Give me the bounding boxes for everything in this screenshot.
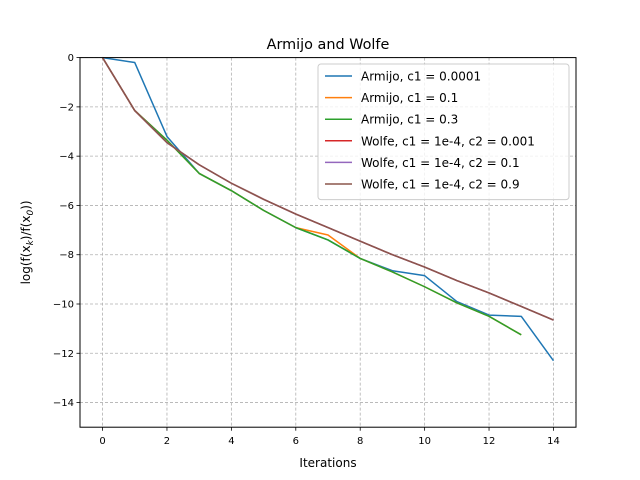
legend-label: Armijo, c1 = 0.1 xyxy=(361,91,458,105)
y-tick-label: −8 xyxy=(59,250,74,261)
y-tick-label: −14 xyxy=(53,398,74,409)
x-tick-label: 12 xyxy=(483,436,496,447)
axis-ticks: 0 2 4 6 8 10 12 14 0 −2 −4 −6 −8 −10 −12 −14 xyxy=(53,53,560,447)
x-axis-label: Iterations xyxy=(299,456,356,470)
chart-title: Armijo and Wolfe xyxy=(267,37,390,53)
y-tick-label: 0 xyxy=(68,53,74,64)
x-tick-label: 2 xyxy=(164,436,170,447)
x-tick-label: 14 xyxy=(547,436,560,447)
x-tick-label: 4 xyxy=(228,436,234,447)
y-tick-label: −2 xyxy=(59,102,74,113)
x-tick-label: 8 xyxy=(357,436,363,447)
x-tick-label: 10 xyxy=(418,436,431,447)
legend-label: Wolfe, c1 = 1e-4, c2 = 0.001 xyxy=(361,134,535,148)
legend-label: Wolfe, c1 = 1e-4, c2 = 0.9 xyxy=(361,178,520,192)
y-tick-label: −12 xyxy=(53,349,74,360)
legend-frame xyxy=(317,63,570,201)
y-tick-label: −10 xyxy=(53,300,74,311)
legend-label: Armijo, c1 = 0.0001 xyxy=(361,70,481,84)
y-axis-label: log(f(xk)/f(x0)) xyxy=(19,200,36,284)
y-tick-label: −4 xyxy=(59,152,74,163)
y-tick-label: −6 xyxy=(59,201,74,212)
legend-label: Wolfe, c1 = 1e-4, c2 = 0.1 xyxy=(361,156,520,170)
series-line-6 xyxy=(101,57,554,321)
x-tick-label: 0 xyxy=(99,436,105,447)
legend-label: Armijo, c1 = 0.3 xyxy=(361,113,458,127)
series-lines xyxy=(101,56,555,362)
x-tick-label: 6 xyxy=(293,436,299,447)
plot-area-frame xyxy=(79,57,577,428)
legend: Armijo, c1 = 0.0001 Armijo, c1 = 0.1 Armij… xyxy=(317,63,570,201)
